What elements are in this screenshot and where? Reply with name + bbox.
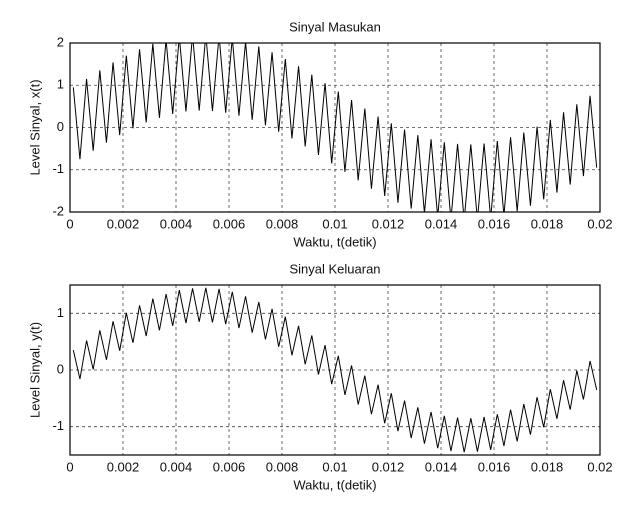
x-tick-label: 0.008 (266, 459, 299, 474)
x-tick-label: 0.004 (160, 459, 193, 474)
line-chart: Sinyal Masukan 0 0.002 0.004 0.006 0.008 0.01 0… (27, 19, 612, 249)
y-axis-label: Level Sinyal, y(t) (27, 322, 42, 418)
x-tick-label: 0.014 (425, 459, 458, 474)
x-tick-label: 0.004 (160, 216, 193, 231)
line-chart: Sinyal Keluaran 0 0.002 0.004 0.006 0.008 0.01… (27, 261, 612, 492)
chart-title: Sinyal Masukan (289, 19, 381, 34)
y-tick-label: 2 (57, 34, 64, 49)
x-tick-label: 0.014 (425, 216, 458, 231)
y-tick-label: 0 (57, 361, 64, 376)
x-tick-label: 0.018 (531, 216, 564, 231)
y-tick-label: 0 (57, 119, 64, 134)
y-tick-label: -1 (52, 418, 64, 433)
y-tick-label: -2 (52, 203, 64, 218)
x-axis-label: Waktu, t(detik) (293, 234, 376, 249)
x-tick-label: 0.002 (107, 216, 140, 231)
x-tick-label: 0.018 (531, 459, 564, 474)
x-tick-label: 0 (66, 216, 73, 231)
x-tick-label: 0.006 (213, 216, 246, 231)
y-axis-label: Level Sinyal, x(t) (27, 79, 42, 175)
x-tick-label: 0.002 (107, 459, 140, 474)
x-tick-label: 0 (66, 459, 73, 474)
plot-frame (69, 42, 601, 213)
y-tick-label: 1 (57, 305, 64, 320)
x-tick-label: 0.01 (322, 459, 347, 474)
x-tick-label: 0.02 (587, 216, 612, 231)
x-axis-label: Waktu, t(detik) (293, 477, 376, 492)
signal-line (72, 43, 598, 212)
plot-frame (69, 284, 601, 456)
x-tick-label: 0.012 (372, 459, 405, 474)
x-tick-label: 0.012 (372, 216, 405, 231)
y-tick-label: 1 (57, 77, 64, 92)
x-tick-label: 0.016 (478, 216, 511, 231)
x-tick-label: 0.01 (322, 216, 347, 231)
chart-title: Sinyal Keluaran (289, 261, 380, 276)
x-tick-label: 0.02 (587, 459, 612, 474)
x-tick-label: 0.006 (213, 459, 246, 474)
x-tick-label: 0.008 (266, 216, 299, 231)
signal-line (72, 287, 598, 453)
y-tick-label: -1 (52, 161, 64, 176)
x-tick-label: 0.016 (478, 459, 511, 474)
